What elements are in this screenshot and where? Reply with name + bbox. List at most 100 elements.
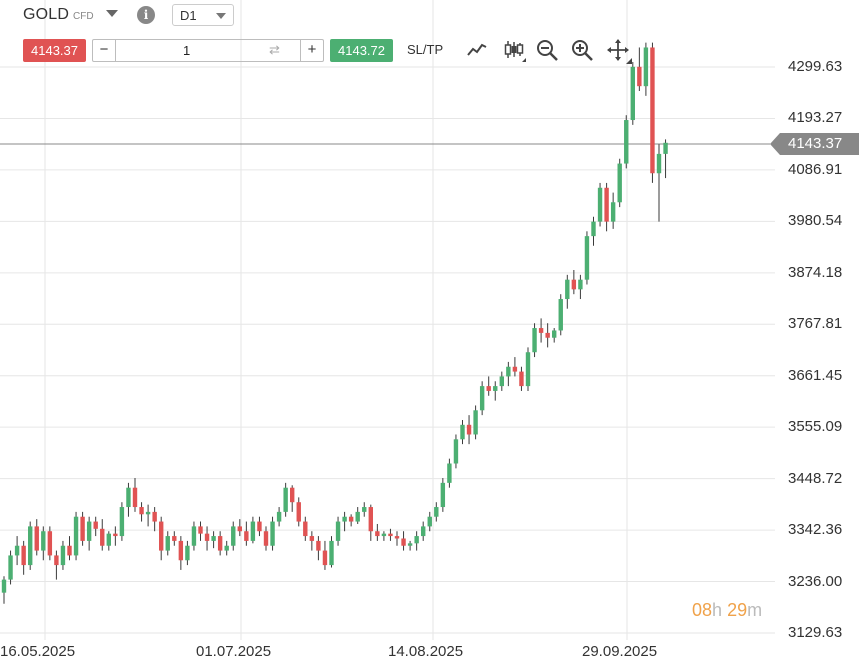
candle-up (656, 153, 662, 174)
timeframe-select[interactable]: D1 (172, 4, 234, 26)
chevron-down-icon (216, 13, 226, 19)
candle-down (388, 533, 393, 537)
move-icon[interactable] (606, 38, 630, 62)
timer-h: h (712, 600, 723, 620)
y-tick-label: 4299.63 (788, 58, 843, 75)
candle-up (427, 516, 432, 527)
zoom-out-icon[interactable] (535, 38, 559, 62)
candle-up (407, 543, 413, 546)
candle-down (538, 328, 544, 333)
candle-down (21, 545, 26, 566)
move-menu-icon[interactable] (624, 56, 632, 64)
candle-up (506, 366, 511, 377)
candle-up (73, 516, 79, 556)
increase-button[interactable]: + (300, 40, 323, 61)
decrease-button[interactable]: − (93, 40, 116, 61)
candle-up (41, 531, 46, 551)
candle-down (204, 533, 210, 541)
candle-down (394, 536, 400, 539)
candle-down (571, 279, 577, 290)
candle-up (525, 352, 531, 387)
candle-up (578, 279, 583, 290)
candle-up (211, 536, 216, 541)
swap-icon[interactable]: ⇄ (269, 42, 280, 57)
candle-up (532, 328, 537, 353)
candle-down (113, 533, 118, 537)
y-tick-label: 3555.09 (788, 418, 843, 436)
candle-down (348, 516, 354, 522)
y-tick-label: 3129.63 (788, 624, 843, 641)
symbol-name[interactable]: GOLD (23, 6, 70, 23)
quantity-stepper[interactable]: − 1 ⇄ + (92, 39, 324, 62)
candle-timer: 08h 29m (692, 600, 762, 621)
candle-down (322, 550, 328, 566)
candle-down (604, 187, 609, 222)
candle-up (499, 376, 504, 387)
candles-layer (1, 42, 668, 604)
quantity-input[interactable]: 1 (183, 43, 191, 58)
candle-up (663, 142, 668, 154)
y-tick-label: 3236.00 (788, 572, 843, 590)
candle-down (67, 545, 72, 556)
candle-up (191, 526, 197, 546)
candle-up (1, 579, 7, 593)
x-tick-label: 14.08.2025 (388, 643, 464, 660)
candle-up (591, 221, 596, 237)
info-icon[interactable]: i (137, 6, 155, 24)
line-chart-icon[interactable] (465, 38, 489, 62)
candle-up (126, 487, 131, 508)
timeframe-value: D1 (180, 8, 197, 23)
y-tick-label: 3980.54 (788, 212, 843, 230)
candle-up (335, 521, 341, 541)
candle-down (80, 516, 85, 541)
zoom-in-icon[interactable] (570, 38, 594, 62)
candle-down (152, 511, 157, 522)
y-tick-label: 4193.27 (788, 109, 843, 127)
candle-down (172, 536, 177, 541)
symbol-type: CFD (73, 11, 94, 22)
candle-down (139, 507, 144, 515)
candle-down (54, 555, 59, 566)
candle-down (198, 526, 203, 534)
candle-down (401, 538, 406, 546)
candle-up (552, 330, 557, 338)
candle-down (309, 536, 315, 541)
candle-up (231, 526, 236, 546)
candle-up (447, 463, 452, 483)
candle-down (637, 66, 642, 87)
y-tick-label: 3767.81 (788, 315, 843, 333)
candle-down (257, 521, 262, 532)
x-tick-label: 16.05.2025 (0, 643, 76, 660)
candle-up (440, 482, 446, 508)
candle-up (565, 279, 570, 300)
candle-up (434, 507, 439, 517)
candle-down (303, 521, 308, 537)
timer-minutes: 29 (727, 600, 748, 620)
symbol-dropdown-icon[interactable] (106, 10, 118, 17)
candle-down (159, 521, 164, 551)
candle-up (86, 521, 92, 541)
y-tick-label: 3448.72 (788, 469, 843, 487)
y-tick-label: 3342.36 (788, 521, 843, 539)
candle-up (493, 386, 498, 391)
candle-up (479, 386, 485, 411)
candle-down (237, 526, 242, 532)
candle-down (512, 366, 518, 372)
candle-down (217, 536, 223, 551)
sl-tp-button[interactable]: SL/TP (407, 42, 444, 57)
candle-up (14, 545, 20, 556)
y-tick-label: 3874.18 (788, 263, 843, 281)
candle-up (630, 66, 635, 121)
timer-m: m (747, 600, 763, 620)
buy-button[interactable]: 4143.72 (330, 39, 393, 62)
candle-down (100, 528, 105, 546)
candle-up (250, 521, 256, 541)
candlestick-icon[interactable] (502, 38, 526, 62)
sell-button[interactable]: 4143.37 (23, 39, 86, 62)
candle-down (368, 507, 373, 532)
current-price-label: 4143.37 (788, 135, 843, 152)
candle-up (60, 545, 66, 566)
candle-down (466, 424, 472, 435)
candle-down (486, 386, 491, 391)
